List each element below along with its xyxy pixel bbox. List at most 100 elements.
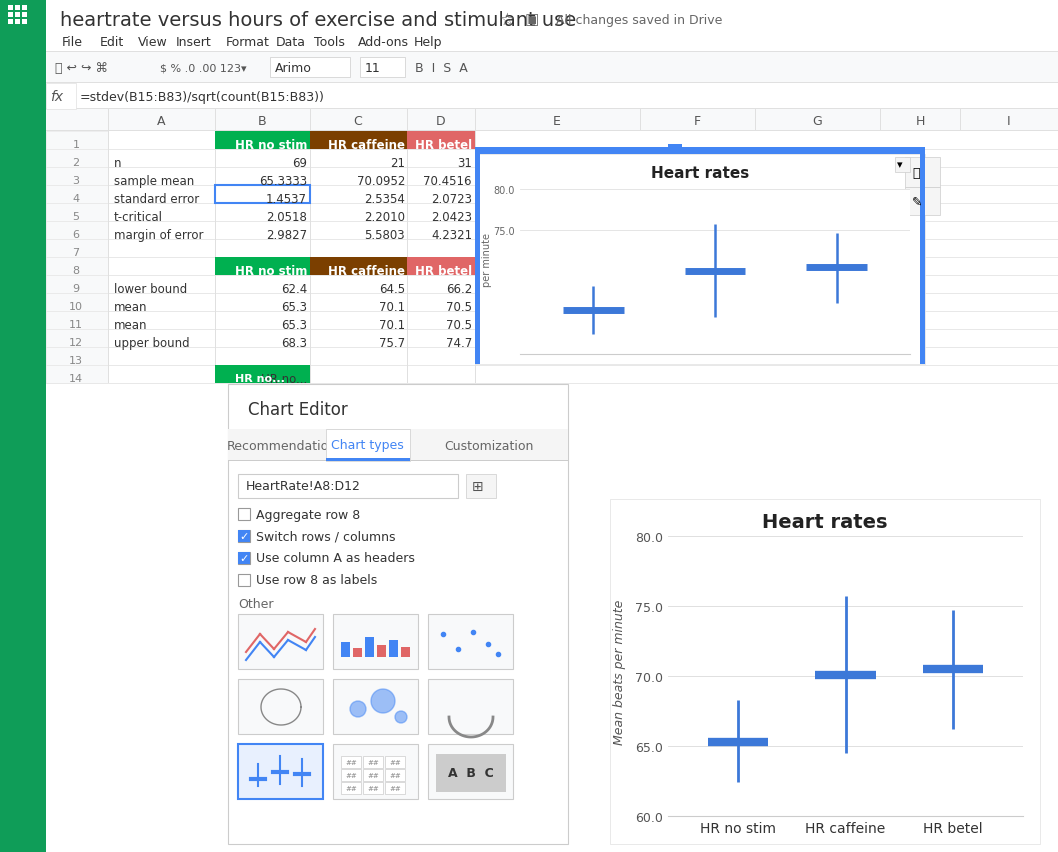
Bar	[310, 257, 407, 276]
Circle shape	[395, 711, 407, 723]
Text: ▣: ▣	[525, 13, 540, 27]
Text: HeartRate!A8:D12: HeartRate!A8:D12	[247, 480, 361, 493]
Bar	[353, 648, 362, 657]
Text: Switch rows / columns: Switch rows / columns	[256, 530, 396, 543]
Bar	[363, 769, 383, 781]
Text: Help: Help	[414, 36, 442, 49]
Text: View: View	[138, 36, 168, 49]
Bar	[45, 186, 1058, 187]
Text: mean: mean	[114, 318, 147, 331]
Bar	[363, 782, 383, 794]
Text: HR caffeine: HR caffeine	[328, 138, 405, 152]
Bar	[45, 239, 108, 257]
Text: ##: ##	[367, 772, 379, 778]
Bar	[8, 20, 13, 25]
Text: 66.2: 66.2	[445, 282, 472, 295]
Bar	[215, 366, 310, 383]
Bar	[8, 6, 13, 11]
Text: ⊞: ⊞	[472, 480, 484, 493]
Text: H: H	[915, 114, 925, 127]
Text: Edit: Edit	[101, 36, 124, 49]
Text: 2.0423: 2.0423	[431, 210, 472, 223]
Bar	[238, 614, 323, 669]
Bar	[0, 0, 45, 852]
Text: ##: ##	[345, 759, 357, 765]
Bar	[45, 52, 1058, 83]
Text: HR no...: HR no...	[260, 372, 307, 385]
Text: ##: ##	[389, 759, 401, 765]
Text: 70.1: 70.1	[379, 318, 405, 331]
Text: Insert: Insert	[176, 36, 212, 49]
Bar	[238, 552, 250, 564]
Text: ✓: ✓	[239, 532, 249, 541]
Bar	[45, 348, 108, 366]
Bar	[333, 744, 418, 799]
Bar	[270, 58, 350, 78]
Text: 4: 4	[72, 193, 79, 204]
Text: n: n	[114, 156, 122, 170]
Text: 13: 13	[69, 355, 83, 366]
Bar	[385, 756, 405, 769]
Text: B: B	[258, 114, 267, 127]
Text: 69: 69	[292, 156, 307, 170]
Bar	[45, 239, 1058, 241]
Text: ##: ##	[367, 785, 379, 791]
Text: HR betel: HR betel	[415, 264, 472, 277]
Text: File: File	[62, 36, 83, 49]
Text: ##: ##	[345, 785, 357, 791]
Bar	[238, 574, 250, 586]
Bar	[920, 155, 925, 365]
Bar	[215, 186, 310, 204]
Bar	[610, 499, 1040, 844]
Bar	[238, 509, 250, 521]
Text: A  B  C: A B C	[449, 767, 494, 780]
Text: Customization: Customization	[444, 439, 533, 452]
Text: 12: 12	[69, 337, 84, 348]
Text: HR betel: HR betel	[415, 138, 472, 152]
Bar	[363, 756, 383, 769]
Bar	[238, 552, 250, 564]
Text: 21: 21	[390, 156, 405, 170]
Bar	[341, 756, 361, 769]
Text: 2.9827: 2.9827	[266, 228, 307, 241]
Text: D: D	[436, 114, 445, 127]
Text: ▾: ▾	[897, 160, 902, 170]
Text: F: F	[693, 114, 700, 127]
Text: 14: 14	[69, 373, 84, 383]
Text: 3: 3	[73, 176, 79, 186]
Bar	[341, 782, 361, 794]
Bar	[45, 222, 108, 239]
Bar	[333, 679, 418, 734]
Bar	[466, 475, 496, 498]
Text: Chart Editor: Chart Editor	[248, 400, 348, 418]
Text: 11: 11	[69, 320, 83, 330]
Bar	[45, 110, 1058, 132]
Text: heartrate versus hours of exercise and stimulant use: heartrate versus hours of exercise and s…	[60, 10, 577, 30]
Text: 75.7: 75.7	[379, 336, 405, 349]
Bar	[895, 158, 910, 173]
Bar	[45, 312, 1058, 313]
Text: 74.7: 74.7	[445, 336, 472, 349]
Bar	[436, 754, 506, 792]
Bar	[45, 276, 1058, 277]
Text: Aggregate row 8: Aggregate row 8	[256, 508, 361, 521]
Text: ☆: ☆	[500, 11, 515, 29]
Bar	[45, 132, 108, 150]
Text: 🖨 ↩ ↪ ⌘: 🖨 ↩ ↪ ⌘	[55, 61, 108, 74]
Bar	[428, 744, 513, 799]
Bar	[238, 531, 250, 543]
Bar	[215, 132, 310, 150]
Text: Add-ons: Add-ons	[358, 36, 409, 49]
Text: ##: ##	[389, 772, 401, 778]
Text: B  I  S  A: B I S A	[415, 61, 468, 74]
Bar	[341, 642, 350, 657]
Bar	[229, 460, 568, 462]
Bar	[428, 614, 513, 669]
Circle shape	[371, 689, 395, 713]
Bar	[15, 20, 20, 25]
Bar	[45, 276, 108, 294]
Text: Arimo: Arimo	[275, 61, 312, 74]
Text: 10: 10	[69, 302, 83, 312]
Text: ✎: ✎	[912, 195, 923, 208]
Text: I: I	[1007, 114, 1010, 127]
